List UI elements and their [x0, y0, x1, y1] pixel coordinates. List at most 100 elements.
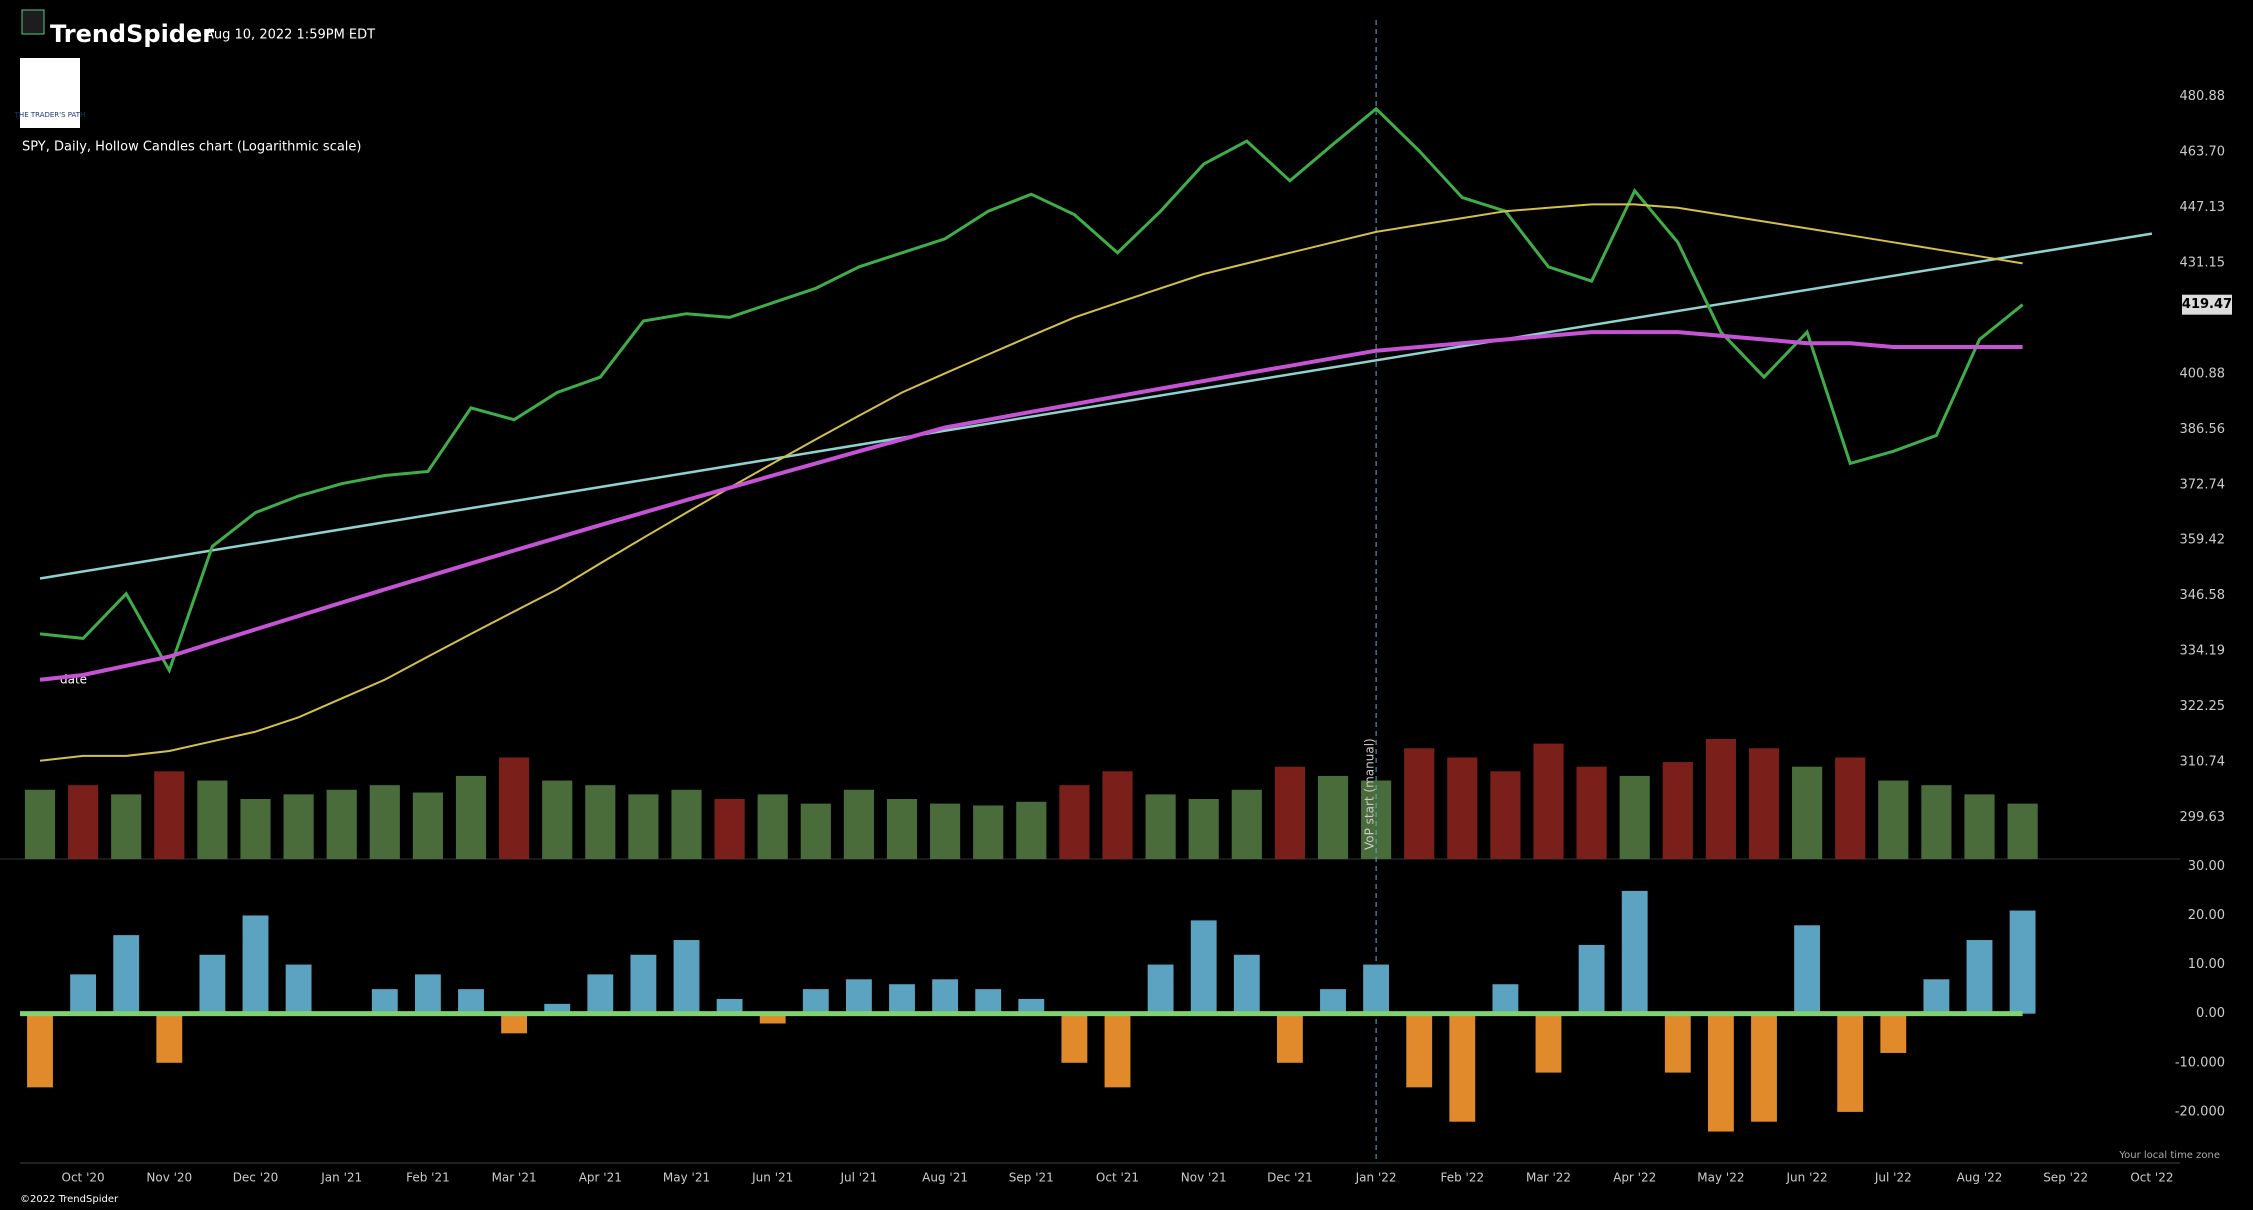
x-tick-label: Jul '22: [1874, 1171, 1912, 1185]
oscillator-bar: [70, 974, 97, 1014]
x-tick-label: Apr '21: [579, 1171, 622, 1185]
volume-bar: [455, 775, 487, 859]
volume-bar: [671, 789, 702, 859]
volume-bar: [800, 803, 831, 859]
x-tick-label: Oct '20: [62, 1171, 105, 1185]
y-tick-label: 359.42: [2180, 533, 2226, 548]
x-tick-label: Jun '21: [751, 1171, 793, 1185]
y-tick-label: 310.74: [2180, 755, 2226, 770]
x-tick-label: Jan '21: [320, 1171, 362, 1185]
x-tick-label: Sep '22: [2043, 1171, 2088, 1185]
logo: TrendSpider: [21, 9, 214, 48]
oscillator-bar: [975, 989, 1002, 1014]
local-time: Your local time zone: [2118, 1150, 2220, 1161]
oscillator-bar: [1363, 964, 1390, 1014]
oscillator-bar: [1923, 979, 1950, 1014]
oscillator-bar: [1535, 1013, 1562, 1073]
volume-bar: [111, 794, 142, 859]
volume-bar: [1317, 775, 1349, 859]
series-line: [39, 203, 2023, 762]
last-price-box: [2182, 294, 2232, 315]
x-tick-label: Aug '21: [922, 1171, 968, 1185]
volume-bar: [1964, 794, 1995, 859]
volume-bar: [499, 757, 530, 859]
volume-bar: [1102, 771, 1133, 859]
volume-bar: [1404, 748, 1435, 859]
volume-bar: [1576, 766, 1607, 859]
oscillator-bar: [458, 989, 484, 1014]
volume-bar: [714, 799, 745, 859]
volume-bar: [1619, 775, 1650, 859]
series-line: [39, 106, 2024, 675]
y-tick-label: 346.58: [2180, 588, 2226, 603]
oscillator-bar: [1837, 1013, 1864, 1112]
volume-bar: [369, 785, 400, 859]
x-tick-label: Dec '20: [233, 1171, 279, 1185]
y-tick-label: 10.00: [2188, 957, 2225, 972]
volume-bar: [283, 794, 314, 859]
oscillator-bar: [845, 979, 872, 1014]
oscillator-bar: [1707, 1013, 1734, 1132]
volume-bar: [628, 794, 659, 859]
volume-bar: [973, 805, 1004, 859]
volume-bar: [326, 789, 357, 859]
y-tick-label: 400.88: [2180, 366, 2226, 381]
oscillator-bar: [1578, 944, 1605, 1014]
volume-bar: [1705, 739, 1736, 859]
x-tick-label: Apr '22: [1613, 1171, 1656, 1185]
y-tick-label: 0.00: [2196, 1006, 2225, 1021]
oscillator-bar: [1621, 890, 1648, 1014]
volume-bar: [1792, 766, 1823, 859]
x-tick-label: May '21: [663, 1171, 710, 1185]
oscillator-bar: [1147, 964, 1174, 1014]
volume-bar: [68, 785, 99, 859]
oscillator-bar: [544, 1003, 571, 1014]
series-line: [39, 330, 2023, 682]
x-tick-label: Oct '22: [2130, 1171, 2173, 1185]
oscillator-bar: [1104, 1013, 1131, 1088]
logo-text: THE TRADER'S PATH: [14, 111, 86, 119]
volume-bar: [412, 792, 443, 859]
y-tick-label: 322.25: [2180, 699, 2226, 714]
oscillator-bar: [501, 1013, 528, 1034]
y-tick-label: -20.000: [2175, 1104, 2225, 1119]
x-tick-label: Jun '22: [1786, 1171, 1828, 1185]
oscillator-bar: [759, 1013, 786, 1024]
y-tick-label: 372.74: [2180, 477, 2226, 492]
y-tick-label: 463.70: [2180, 144, 2226, 159]
subtitle: SPY, Daily, Hollow Candles chart (Logari…: [22, 140, 362, 155]
volume-bar: [1016, 801, 1047, 859]
oscillator-bar: [1190, 920, 1217, 1014]
x-tick-label: Aug '22: [1957, 1171, 2003, 1185]
x-tick-label: Nov '21: [1181, 1171, 1227, 1185]
x-tick-label: Jan '22: [1355, 1171, 1397, 1185]
volume-bar: [1533, 743, 1564, 859]
volume-bar: [1145, 794, 1176, 859]
oscillator-bar: [1449, 1013, 1476, 1122]
oscillator-bar: [1320, 989, 1346, 1014]
oscillator-bar: [1406, 1013, 1433, 1088]
volume-bar: [585, 785, 616, 859]
y-tick-label: 30.00: [2188, 859, 2225, 874]
y-tick-label: 334.19: [2180, 644, 2226, 659]
brand: TrendSpider: [50, 20, 214, 48]
volume-bar: [1878, 780, 1909, 859]
volume-bar: [154, 771, 185, 859]
volume-bar: [1835, 757, 1866, 859]
oscillator-bar: [1492, 984, 1519, 1014]
y-tick-label: 447.13: [2180, 200, 2226, 215]
volume-bar: [542, 780, 573, 859]
y-tick-label: 431.15: [2180, 255, 2226, 270]
y-tick-label: 20.00: [2188, 908, 2225, 923]
volume-bar: [240, 799, 271, 859]
oscillator-bar: [156, 1013, 183, 1063]
oscillator-bar: [673, 940, 700, 1014]
oscillator-bar: [630, 954, 657, 1014]
timestamp: Aug 10, 2022 1:59PM EDT: [205, 28, 375, 43]
x-tick-label: Mar '22: [1526, 1171, 1571, 1185]
oscillator-bar: [1664, 1013, 1691, 1073]
y-tick-label: -10.000: [2175, 1055, 2225, 1070]
annotation: VoP start (manual): [1363, 738, 1377, 850]
volume-bar: [930, 803, 961, 859]
